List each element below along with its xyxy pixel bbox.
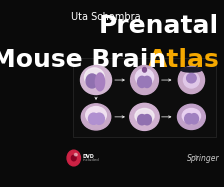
Ellipse shape [185, 114, 193, 124]
Ellipse shape [181, 68, 202, 72]
Text: Mouse Brain: Mouse Brain [0, 48, 166, 72]
Ellipse shape [94, 113, 104, 124]
FancyBboxPatch shape [73, 58, 216, 137]
Ellipse shape [80, 66, 112, 95]
Ellipse shape [74, 153, 77, 156]
Text: ✰: ✰ [193, 155, 199, 161]
Text: Springer: Springer [187, 154, 219, 163]
Text: DVD: DVD [82, 154, 94, 159]
Ellipse shape [130, 103, 159, 131]
Ellipse shape [143, 114, 151, 125]
Circle shape [71, 155, 76, 161]
Ellipse shape [135, 108, 154, 123]
Ellipse shape [143, 76, 151, 88]
Ellipse shape [81, 104, 111, 130]
Ellipse shape [183, 72, 199, 88]
Text: included: included [82, 158, 99, 162]
Text: Prenatal: Prenatal [99, 14, 219, 38]
Circle shape [67, 150, 80, 166]
Text: Uta Schambra: Uta Schambra [71, 12, 141, 22]
Ellipse shape [177, 104, 205, 129]
Ellipse shape [138, 76, 146, 88]
Ellipse shape [86, 107, 106, 123]
Ellipse shape [84, 68, 104, 87]
Ellipse shape [182, 108, 200, 123]
Ellipse shape [131, 66, 158, 95]
Ellipse shape [95, 73, 105, 91]
Ellipse shape [88, 113, 99, 124]
Text: Atlas: Atlas [147, 48, 219, 72]
Ellipse shape [142, 68, 146, 72]
Ellipse shape [138, 114, 146, 125]
Ellipse shape [135, 69, 154, 86]
Ellipse shape [86, 74, 98, 88]
Ellipse shape [178, 67, 205, 94]
Ellipse shape [187, 73, 196, 83]
Ellipse shape [190, 114, 198, 124]
